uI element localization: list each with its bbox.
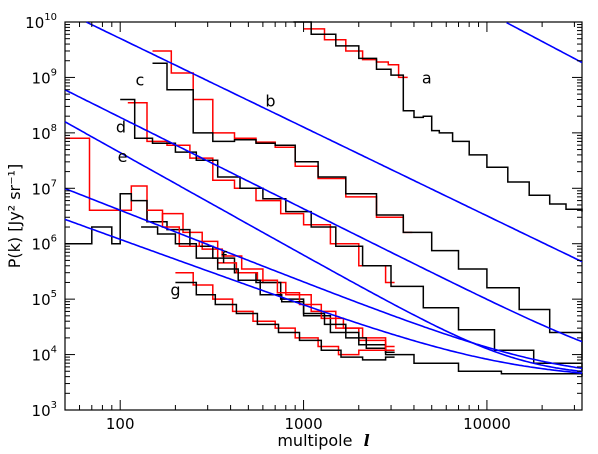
curve-b-model-line (86, 21, 583, 263)
curve-label-c: c (135, 70, 144, 89)
model-layer (64, 21, 583, 374)
y-tick-label: 108 (32, 123, 57, 143)
x-axis-title-symbol: l (364, 431, 370, 450)
ticks-layer: 100 1000 10000 103 104 105 106 107 108 109 1010 (25, 12, 582, 433)
y-tick-label: 1010 (25, 12, 57, 32)
curve-b-black-step (152, 62, 583, 360)
curve-labels: a b c de f g (116, 68, 432, 299)
series-layer (65, 21, 583, 377)
curve-g-model-line (64, 218, 583, 374)
curve-f-black-step (141, 226, 395, 354)
x-tick-label: 100 (106, 415, 135, 433)
curve-e-model-line (64, 121, 583, 373)
y-tick-label: 109 (32, 67, 57, 87)
y-axis-title: P(k) [Jy² sr⁻¹] (5, 164, 24, 268)
curve-f-model-line (64, 187, 583, 370)
curve-g-red-step (175, 271, 395, 356)
curve-a-black-step (293, 21, 583, 212)
curve-label-d: d (116, 118, 126, 137)
x-axis-title: multipole l (277, 431, 369, 450)
curve-label-f: f (221, 248, 227, 267)
curve-f-red-step (147, 209, 395, 351)
y-tick-label: 105 (32, 289, 57, 309)
curve-a-model-line (506, 21, 583, 64)
curve-b-red-step (152, 50, 413, 234)
x-tick-label: 1000 (284, 415, 322, 433)
y-tick-label: 107 (32, 178, 57, 198)
curve-e-black-step (65, 192, 583, 377)
y-tick-label: 103 (32, 400, 57, 420)
curve-d-black-step (120, 98, 583, 372)
y-tick-label: 106 (32, 234, 57, 254)
curve-d-red-step (127, 101, 395, 284)
curve-e-red-step (65, 137, 395, 354)
curve-g-black-step (175, 281, 395, 361)
x-axis-title-text: multipole (277, 431, 352, 450)
curve-label-b: b (265, 92, 275, 111)
curve-label-e: e (118, 147, 128, 166)
curve-label-a: a (422, 68, 432, 87)
curve-a-red-step (303, 28, 408, 79)
curve-d-model-line (64, 89, 583, 343)
y-tick-label: 104 (32, 345, 57, 365)
plot-frame (64, 21, 583, 411)
curve-label-g: g (170, 280, 180, 299)
x-tick-label: 10000 (463, 415, 511, 433)
